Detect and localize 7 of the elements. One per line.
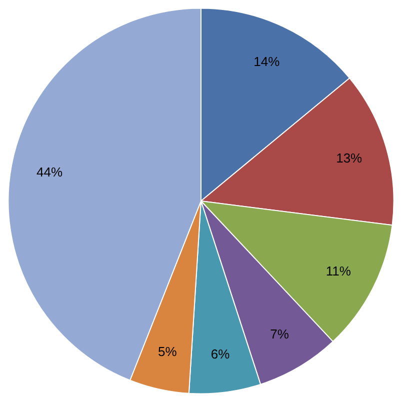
data-label: 44% (36, 164, 63, 180)
data-label: 7% (270, 326, 290, 342)
data-label: 11% (326, 264, 352, 279)
data-label: 14% (254, 54, 280, 69)
data-label: 5% (158, 344, 178, 360)
data-label: 13% (336, 150, 363, 166)
data-label: 6% (210, 346, 230, 362)
